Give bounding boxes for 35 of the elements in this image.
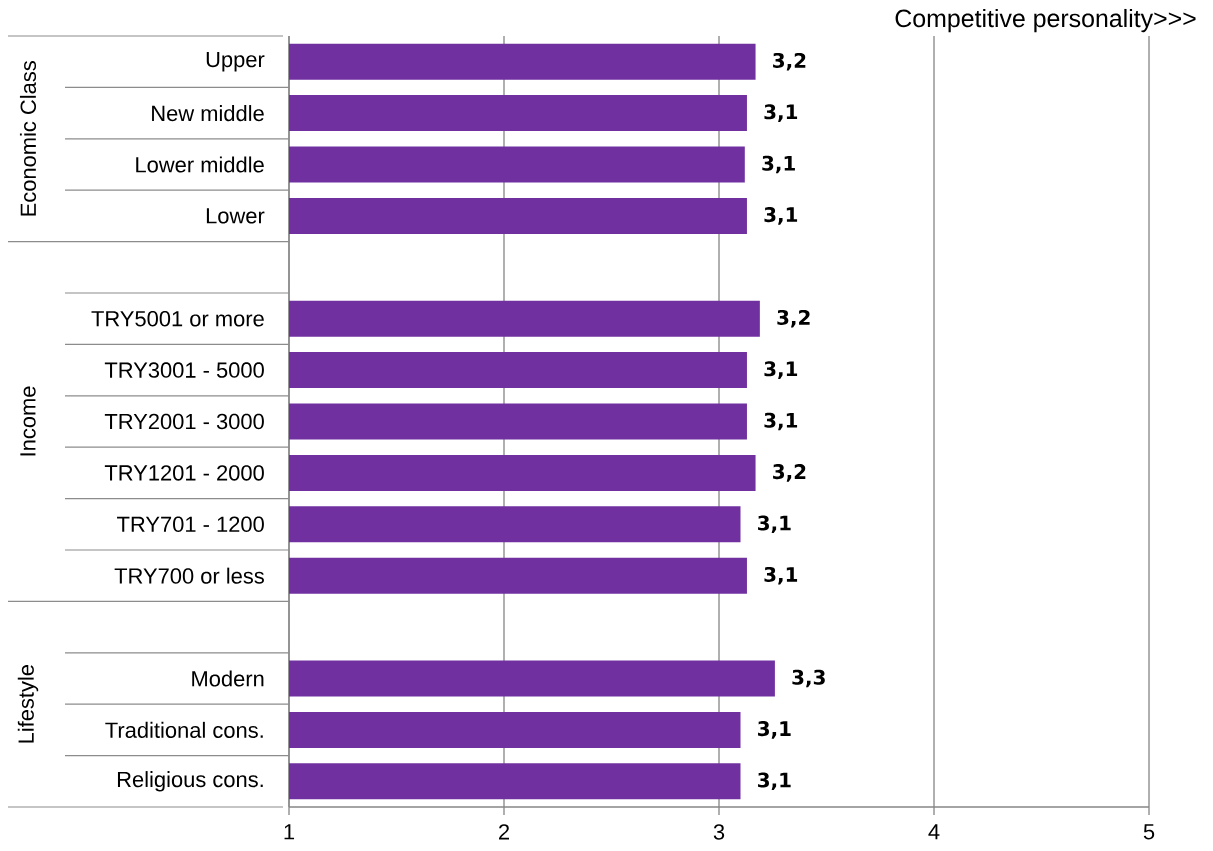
y-tick-label: Upper: [206, 51, 265, 72]
y-tick-label: TRY700 or less: [114, 567, 264, 584]
data-label: 3,1: [758, 721, 791, 739]
text: Income: [20, 386, 36, 456]
y-tick-label: TRY3001 - 5000: [104, 362, 264, 378]
x-tick-label: 4: [928, 824, 940, 840]
data-label: 3,1: [764, 361, 798, 379]
data-label: 3,1: [758, 772, 791, 791]
data-label: 3,1: [764, 207, 798, 225]
text: Lifestyle: [17, 664, 39, 743]
y-tick-label: Modern: [192, 670, 264, 687]
y-tick-label: Lower: [206, 208, 265, 224]
y-tick-label: Traditional cons.: [105, 721, 263, 738]
text: Economic Class: [19, 61, 37, 216]
y-tick-label: TRY701 - 1200: [117, 516, 264, 533]
data-label: 3,2: [773, 52, 806, 71]
x-tick-label: 1: [284, 824, 295, 840]
x-tick-label: 5: [1143, 824, 1155, 840]
y-tick-label: Religious cons.: [117, 771, 263, 792]
data-label: 3,3: [792, 669, 825, 688]
x-axis-title: Competitive personality>>>: [895, 8, 1196, 33]
x-tick-label: 3: [713, 824, 725, 840]
y-tick-label: TRY5001 or more: [91, 310, 264, 327]
y-tick-label: TRY1201 - 2000: [104, 465, 264, 481]
x-tick-label: 2: [499, 824, 509, 840]
data-label: 3,2: [773, 464, 806, 482]
data-label: 3,1: [764, 412, 798, 431]
data-label: 3,2: [777, 309, 810, 328]
data-label: 3,1: [764, 566, 798, 585]
y-tick-label: Lower middle: [136, 156, 264, 173]
y-tick-label: New middle: [152, 105, 264, 122]
data-label: 3,1: [758, 515, 791, 534]
data-label: 3,1: [764, 104, 798, 122]
data-label: 3,1: [762, 155, 795, 174]
y-tick-label: TRY2001 - 3000: [104, 413, 264, 430]
